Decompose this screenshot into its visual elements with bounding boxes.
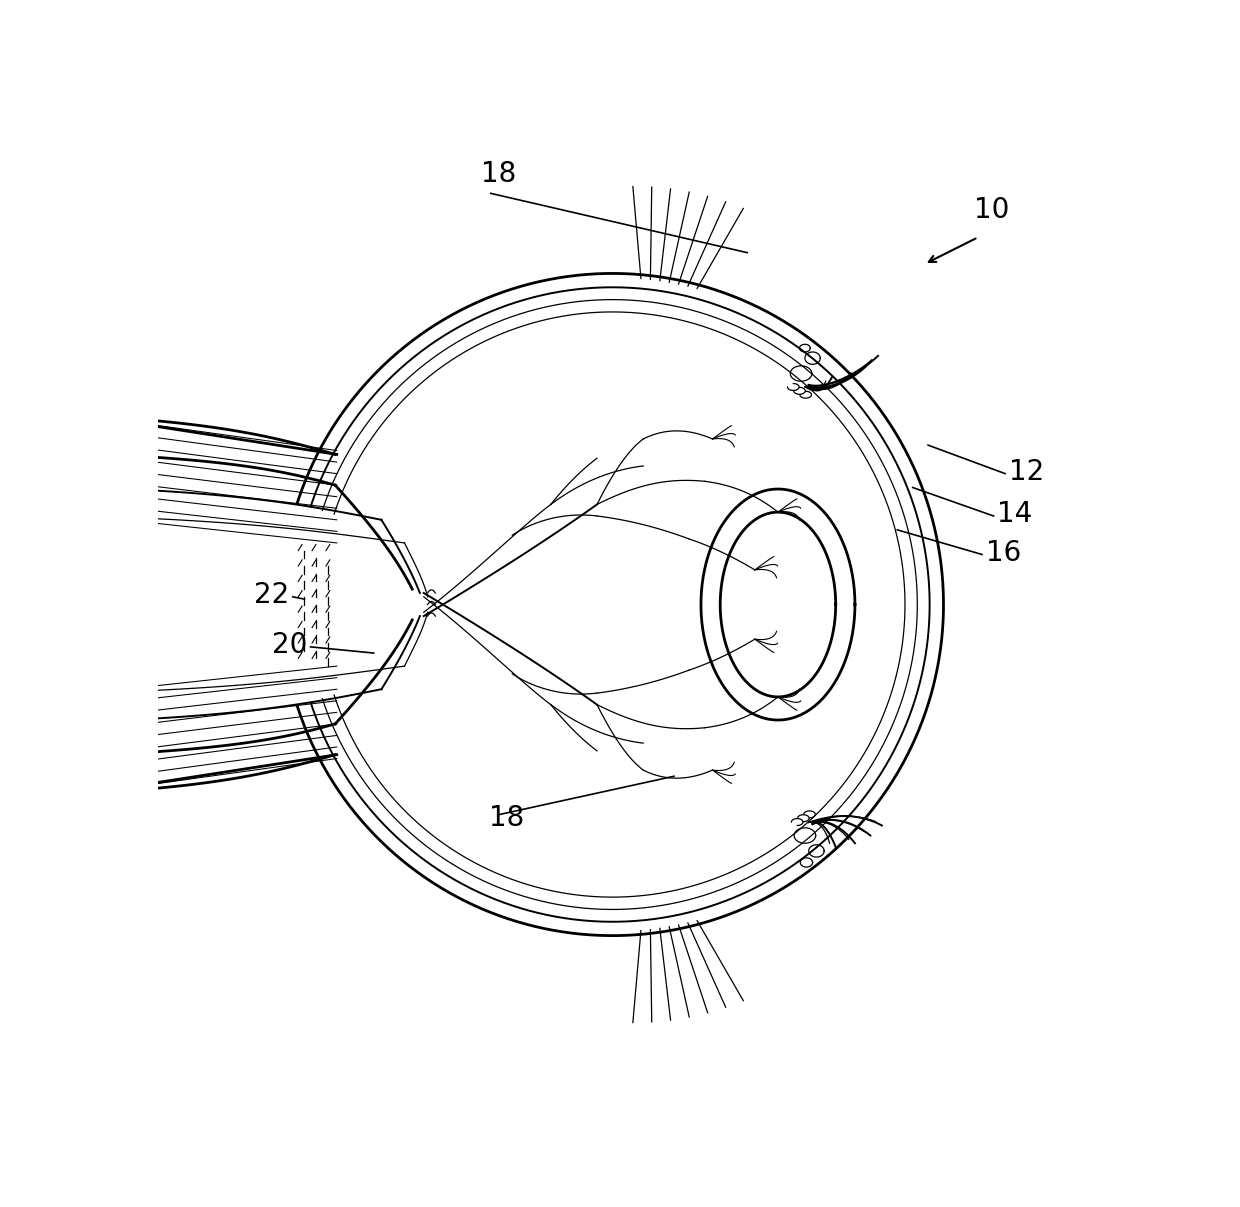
Text: 18: 18 xyxy=(490,804,525,833)
Text: 14: 14 xyxy=(997,500,1033,529)
Text: 18: 18 xyxy=(481,159,517,188)
Text: 12: 12 xyxy=(1009,457,1044,485)
Text: 10: 10 xyxy=(975,196,1009,225)
Text: 22: 22 xyxy=(254,581,290,610)
Text: 16: 16 xyxy=(986,538,1021,566)
Text: 20: 20 xyxy=(272,631,308,659)
